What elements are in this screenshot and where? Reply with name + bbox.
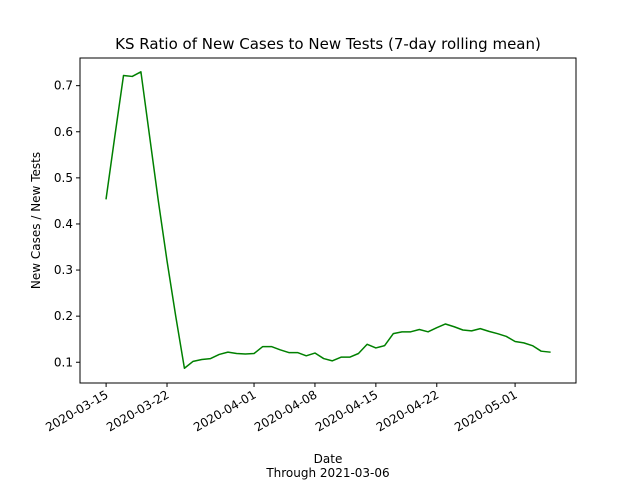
y-tick-label: 0.4	[54, 217, 73, 231]
y-tick-label: 0.5	[54, 171, 73, 185]
x-axis-sublabel: Through 2021-03-06	[265, 466, 389, 480]
y-tick-label: 0.2	[54, 309, 73, 323]
x-tick-label: 2020-04-01	[191, 387, 258, 434]
x-tick-label: 2020-04-08	[252, 387, 319, 434]
chart-title: KS Ratio of New Cases to New Tests (7-da…	[115, 35, 541, 53]
plot-frame	[79, 57, 577, 384]
x-axis-label: Date	[314, 452, 343, 466]
x-tick-label: 2020-03-22	[104, 387, 171, 434]
y-tick-label: 0.1	[54, 355, 73, 369]
y-axis-label: New Cases / New Tests	[29, 152, 43, 289]
y-tick-label: 0.7	[54, 79, 73, 93]
plot-area	[105, 71, 551, 369]
series-line	[105, 71, 551, 369]
x-tick-label: 2020-03-15	[43, 387, 110, 434]
x-tick-label: 2020-04-22	[374, 387, 441, 434]
y-tick-label: 0.3	[54, 263, 73, 277]
x-tick-label: 2020-04-15	[313, 387, 380, 434]
x-tick-label: 2020-05-01	[452, 387, 519, 434]
y-tick-label: 0.6	[54, 125, 73, 139]
